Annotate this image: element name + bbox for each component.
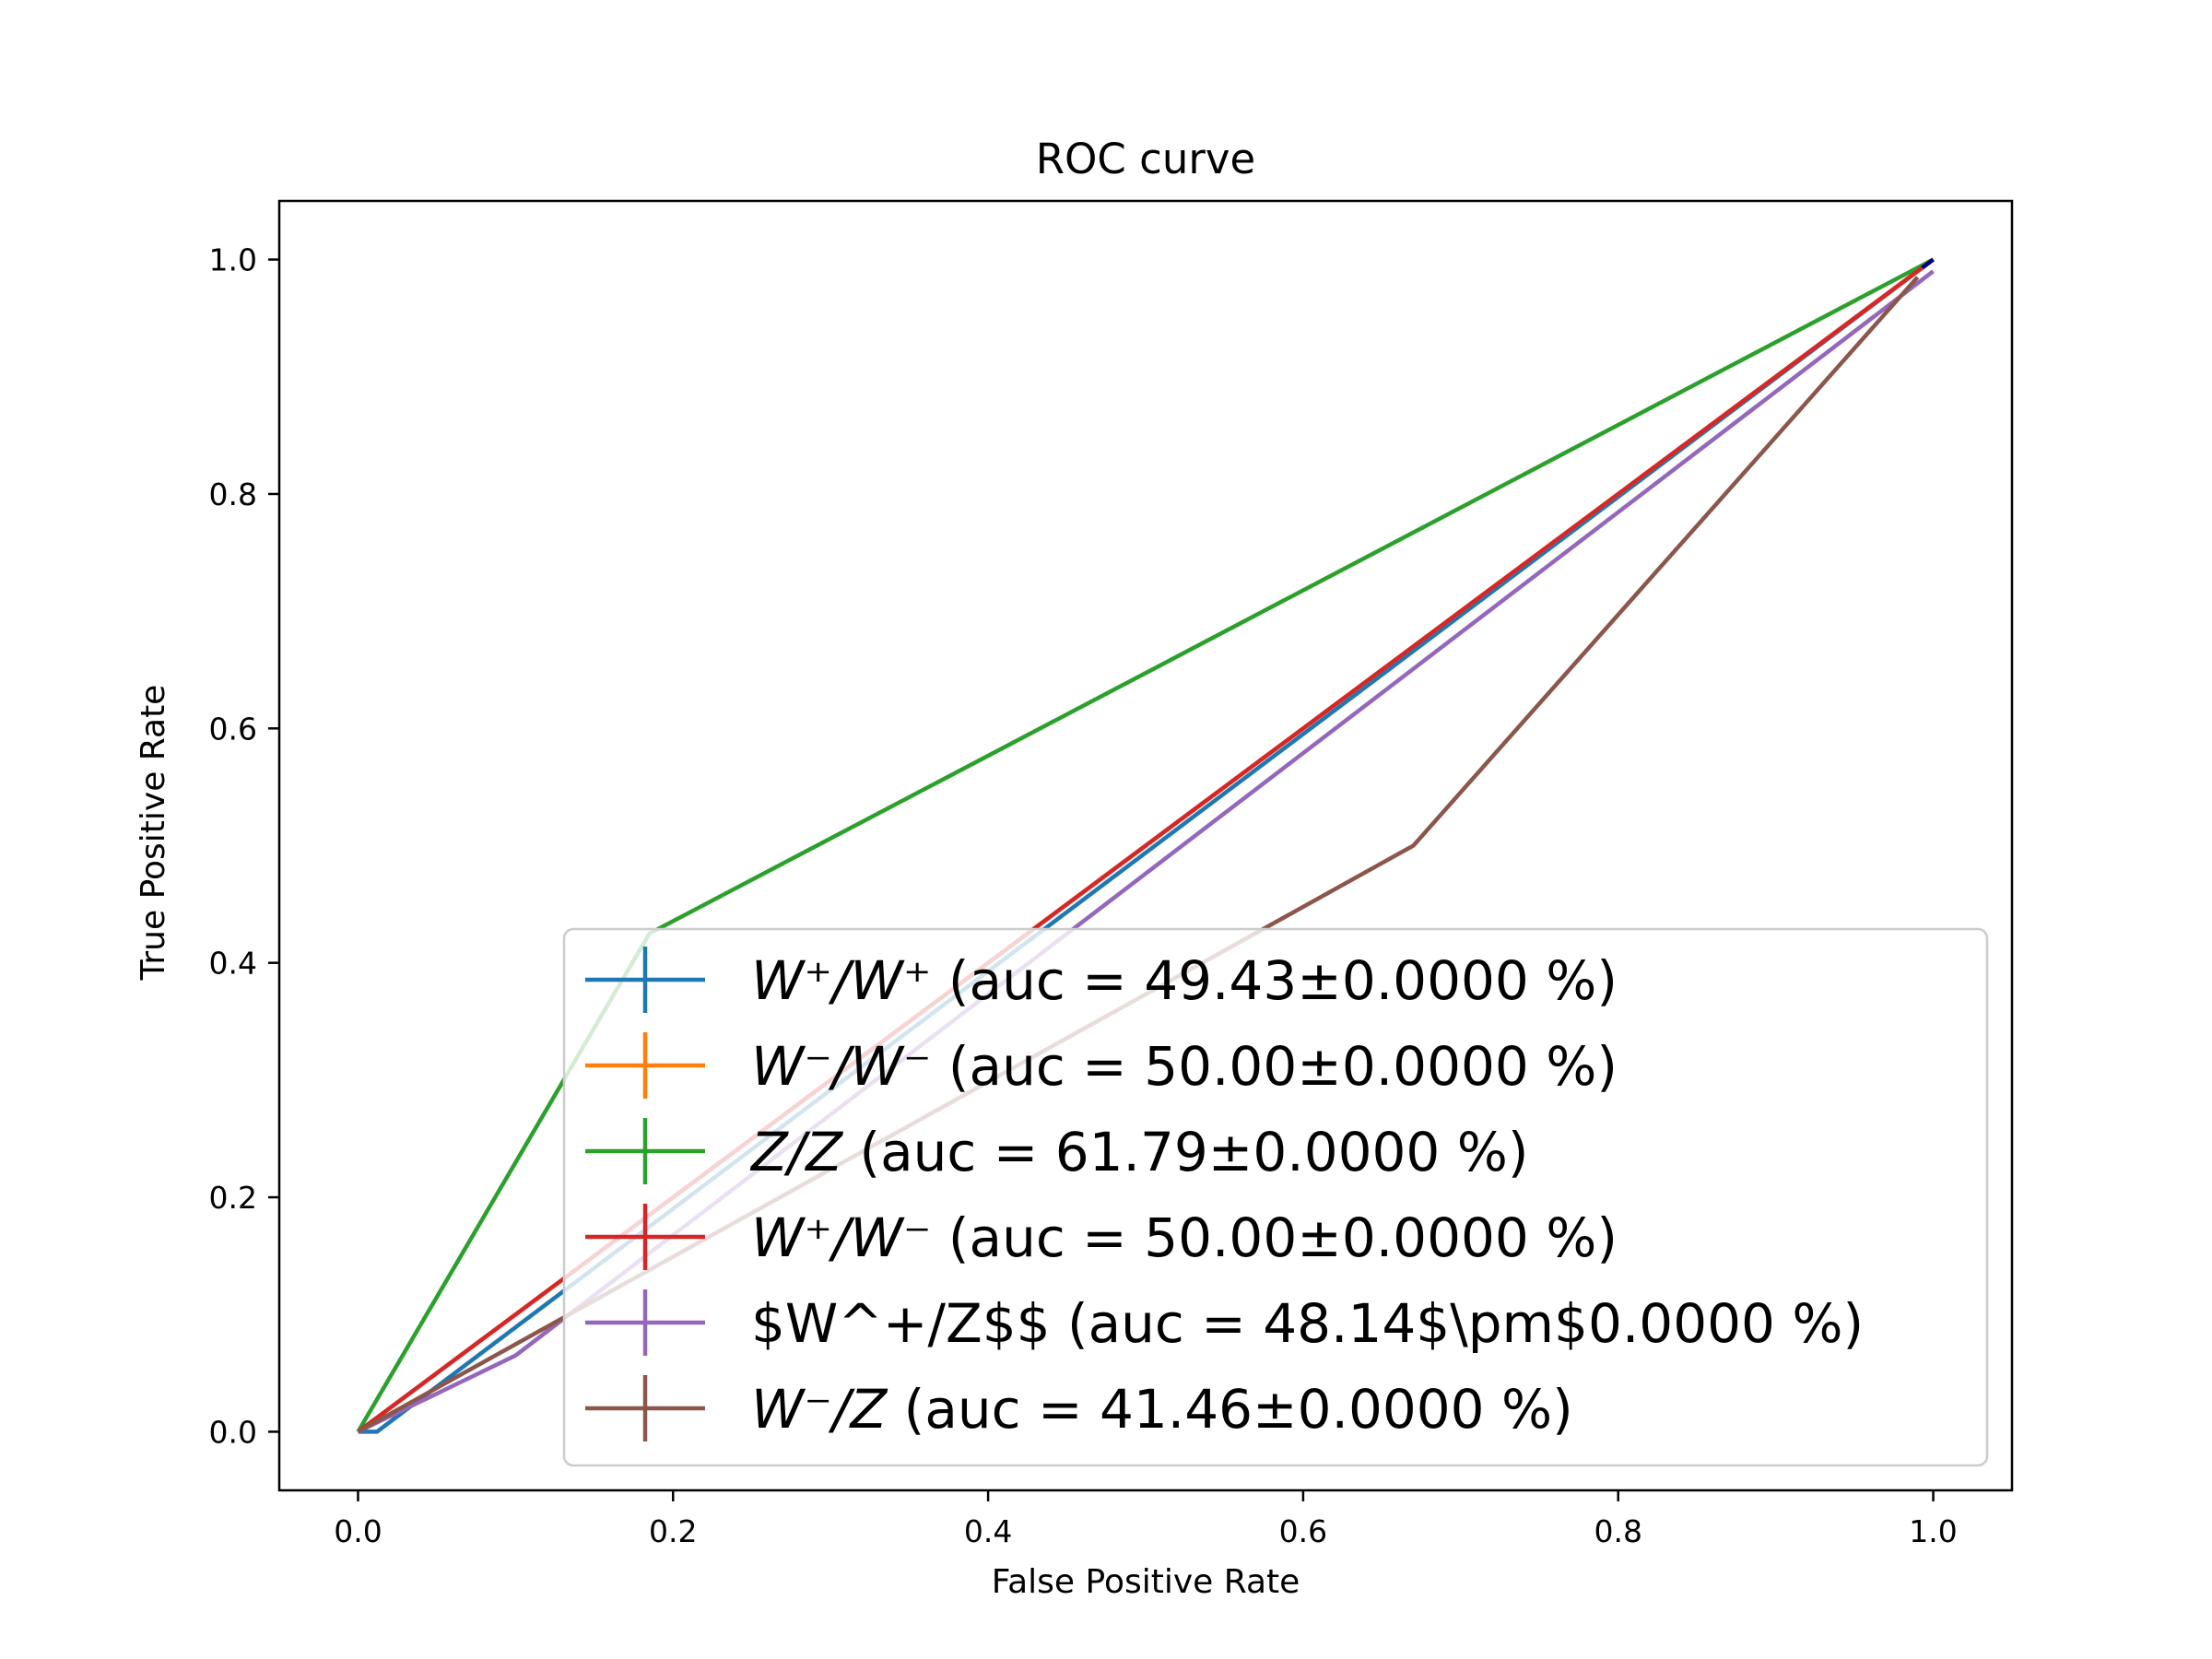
plot-frame [277, 199, 2014, 1492]
series-line-4 [357, 269, 1935, 1434]
x-tick-label: 0.8 [1594, 1513, 1641, 1549]
x-tick-label: 1.0 [1909, 1513, 1957, 1549]
legend-label-math: W⁺/W⁻ [751, 1206, 931, 1269]
y-tick-label: 0.6 [209, 711, 257, 747]
legend-label: $W^+/Z$$ (auc = 48.14$\pm$0.0000 %) [751, 1292, 1864, 1355]
legend-label: Z/Z (auc = 61.79±0.0000 %) [749, 1121, 1529, 1183]
legend-label-text: (auc = 61.79±0.0000 %) [842, 1121, 1528, 1183]
legend-label-math: W⁺/W⁺ [751, 949, 931, 1012]
x-tick-label: 0.2 [649, 1513, 697, 1549]
legend-item: $W^+/Z$$ (auc = 48.14$\pm$0.0000 %) [585, 1289, 1864, 1356]
y-tick-label: 1.0 [209, 242, 257, 278]
legend-label-text: $W^+/Z$$ (auc = 48.14$\pm$0.0000 %) [751, 1292, 1864, 1355]
legend-item: W⁻/W⁻ (auc = 50.00±0.0000 %) [585, 1032, 1618, 1099]
x-tick-label: 0.4 [964, 1513, 1012, 1549]
y-tick-label: 0.2 [209, 1180, 257, 1216]
reference-line [1921, 257, 1935, 270]
legend-item: W⁺/W⁺ (auc = 49.43±0.0000 %) [585, 947, 1618, 1013]
series-line-0 [358, 257, 1935, 1434]
legend-label: W⁻/Z (auc = 41.46±0.0000 %) [751, 1378, 1573, 1441]
y-axis: 0.0 0.2 0.4 0.6 0.8 1.0 [209, 242, 279, 1450]
legend-label-text: (auc = 49.43±0.0000 %) [931, 949, 1617, 1012]
x-axis: 0.0 0.2 0.4 0.6 0.8 1.0 [334, 1490, 1958, 1549]
legend: W⁺/W⁺ (auc = 49.43±0.0000 %)W⁻/W⁻ (auc =… [562, 927, 1989, 1467]
y-tick-label: 0.0 [209, 1414, 257, 1450]
y-axis-label: True Positive Rate [135, 685, 172, 982]
legend-label-text: (auc = 41.46±0.0000 %) [887, 1378, 1572, 1441]
legend-item: W⁺/W⁻ (auc = 50.00±0.0000 %) [585, 1204, 1618, 1270]
legend-label: W⁻/W⁻ (auc = 50.00±0.0000 %) [751, 1035, 1618, 1098]
y-tick-label: 0.4 [209, 946, 257, 982]
legend-label-math: Z/Z [749, 1121, 843, 1183]
x-axis-label: False Positive Rate [992, 1563, 1300, 1601]
legend-label-text: (auc = 50.00±0.0000 %) [931, 1035, 1617, 1098]
legend-label: W⁺/W⁻ (auc = 50.00±0.0000 %) [751, 1206, 1618, 1269]
legend-label-math: W⁻/Z [751, 1378, 888, 1441]
chart-title: ROC curve [1036, 135, 1256, 183]
legend-box [562, 927, 1989, 1467]
legend-item: W⁻/Z (auc = 41.46±0.0000 %) [585, 1375, 1573, 1441]
x-tick-label: 0.6 [1279, 1513, 1327, 1549]
legend-label-math: W⁻/W⁻ [751, 1035, 931, 1098]
y-tick-label: 0.8 [209, 477, 257, 512]
legend-label-text: (auc = 50.00±0.0000 %) [931, 1206, 1617, 1269]
legend-item: Z/Z (auc = 61.79±0.0000 %) [585, 1118, 1529, 1184]
legend-label: W⁺/W⁺ (auc = 49.43±0.0000 %) [751, 949, 1618, 1012]
x-tick-label: 0.0 [334, 1513, 382, 1549]
